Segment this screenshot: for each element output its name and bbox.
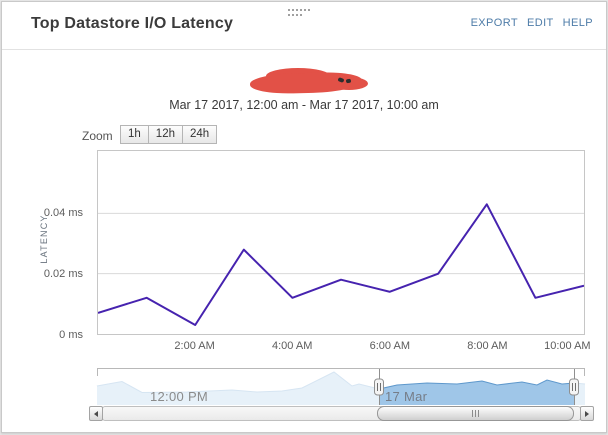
chart-plot-area[interactable] — [97, 150, 585, 335]
navigator-right-handle-icon[interactable] — [569, 378, 579, 396]
chart-plot-svg — [98, 203, 584, 326]
y-axis-tick-label: 0.02 ms — [43, 268, 83, 281]
header-actions: EXPORT EDIT HELP — [471, 17, 593, 29]
scrollbar-left-arrow-icon[interactable] — [89, 406, 103, 421]
widget-title: Top Datastore I/O Latency — [31, 15, 234, 32]
latency-line-series — [98, 203, 584, 326]
date-range-label: Mar 17 2017, 12:00 am - Mar 17 2017, 10:… — [169, 98, 439, 112]
scrollbar-thumb[interactable] — [377, 406, 574, 421]
navigator[interactable]: 12:00 PM 17 Mar — [96, 368, 586, 405]
x-axis-tick-label: 4:00 AM — [272, 340, 313, 352]
x-axis-tick-label: 8:00 AM — [467, 340, 508, 352]
x-axis-tick-label: 10:00 AM — [544, 340, 591, 352]
navigator-label-17mar: 17 Mar — [385, 389, 428, 404]
x-axis-tick-label: 6:00 AM — [369, 340, 410, 352]
navigator-mask-left — [97, 369, 379, 405]
help-link[interactable]: HELP — [562, 17, 593, 29]
navigator-label-12pm: 12:00 PM — [150, 389, 209, 404]
y-axis-tick-label: 0.04 ms — [43, 207, 83, 220]
x-axis-tick-label: 2:00 AM — [174, 340, 215, 352]
redaction-scribble — [249, 68, 369, 95]
zoom-12h-button[interactable]: 12h — [147, 125, 183, 144]
drag-handle-icon[interactable] — [288, 9, 310, 17]
navigator-left-handle-icon[interactable] — [374, 378, 384, 396]
edit-link[interactable]: EDIT — [527, 17, 554, 29]
navigator-svg — [96, 369, 586, 405]
widget-header: Top Datastore I/O Latency EXPORT EDIT HE… — [2, 2, 606, 50]
zoom-24h-button[interactable]: 24h — [181, 125, 218, 144]
y-axis-labels: 0 ms 0.02 ms 0.04 ms — [26, 150, 90, 341]
zoom-label: Zoom — [82, 129, 113, 143]
zoom-1h-button[interactable]: 1h — [120, 125, 149, 144]
x-axis-labels: 2:00 AM 4:00 AM 6:00 AM 8:00 AM 10:00 AM — [97, 340, 590, 356]
export-link[interactable]: EXPORT — [470, 17, 518, 29]
scrollbar-right-arrow-icon[interactable] — [580, 406, 594, 421]
navigator-mask-right — [574, 369, 585, 405]
zoom-button-group: 1h 12h 24h — [120, 125, 218, 144]
y-axis-tick-label: 0 ms — [59, 329, 83, 341]
navigator-scrollbar — [89, 406, 594, 421]
